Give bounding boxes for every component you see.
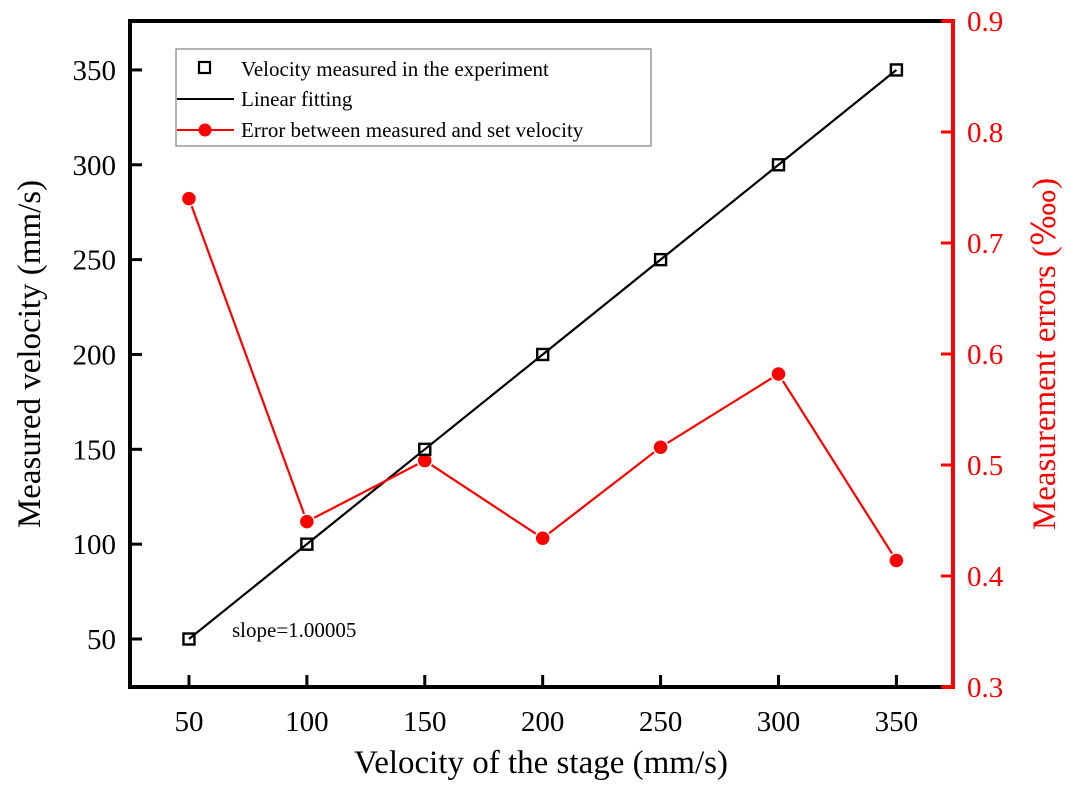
x-tick-label: 50 <box>174 706 203 738</box>
y-tick-label: 100 <box>73 529 117 561</box>
measured-point <box>771 158 786 172</box>
measured-point <box>889 63 904 77</box>
y-tick-label: 150 <box>73 434 117 466</box>
x-axis: 50 100 150 200 250 300 350 <box>174 675 918 738</box>
y2-tick-label: 0.7 <box>967 228 1003 260</box>
x-tick-label: 350 <box>875 706 919 738</box>
legend-item-measured: Velocity measured in the experiment <box>197 57 549 81</box>
x-axis-title: Velocity of the stage (mm/s) <box>354 745 728 781</box>
x-tick-label: 250 <box>639 706 683 738</box>
y-tick-label: 200 <box>73 339 117 371</box>
x-tick-label: 300 <box>757 706 801 738</box>
y-tick-label: 300 <box>73 150 117 182</box>
y2-tick-label: 0.3 <box>967 672 1003 704</box>
x-tick-label: 150 <box>403 706 447 738</box>
measured-point <box>535 347 550 362</box>
y-axis-left: 50 100 150 200 250 300 350 <box>73 55 142 656</box>
measured-point <box>182 632 196 646</box>
filled-circle-marker-icon <box>198 123 212 137</box>
y2-tick-label: 0.6 <box>967 339 1003 371</box>
error-point <box>298 513 316 530</box>
legend-label: Velocity measured in the experiment <box>241 57 549 81</box>
error-point <box>770 365 787 383</box>
y-axis-right-title: Measurement errors (‱) <box>1027 178 1063 530</box>
legend-item-linear-fit: Linear fitting <box>177 87 353 111</box>
legend-item-error: Error between measured and set velocity <box>177 118 584 142</box>
error-point <box>416 452 434 469</box>
linear-fit-line <box>188 69 898 640</box>
legend-label: Linear fitting <box>241 87 353 111</box>
measured-point <box>300 537 314 551</box>
error-point <box>888 552 905 569</box>
error-line <box>187 198 898 562</box>
measured-point <box>418 442 432 457</box>
legend-label: Error between measured and set velocity <box>241 118 584 142</box>
open-square-marker-icon <box>197 60 212 75</box>
y-axis-left-title: Measured velocity (mm/s) <box>12 180 48 528</box>
error-point <box>534 530 551 547</box>
y-tick-label: 250 <box>73 245 117 277</box>
legend: Velocity measured in the experiment Line… <box>175 48 652 147</box>
y2-tick-label: 0.8 <box>967 117 1003 149</box>
y-tick-label: 50 <box>87 624 116 656</box>
y2-tick-label: 0.4 <box>967 561 1004 593</box>
measured-point <box>653 252 668 267</box>
series-layer <box>180 63 905 646</box>
legend-box <box>175 48 652 147</box>
y2-tick-label: 0.9 <box>967 6 1003 38</box>
error-point <box>652 438 669 456</box>
x-tick-label: 200 <box>521 706 565 738</box>
x-tick-label: 100 <box>285 706 329 738</box>
y-tick-label: 350 <box>73 55 117 87</box>
y2-tick-label: 0.5 <box>967 450 1003 482</box>
error-point <box>180 190 198 207</box>
y-axis-right: 0.3 0.4 0.5 0.6 0.7 0.8 0.9 <box>941 6 1004 704</box>
slope-annotation: slope=1.00005 <box>232 618 356 642</box>
